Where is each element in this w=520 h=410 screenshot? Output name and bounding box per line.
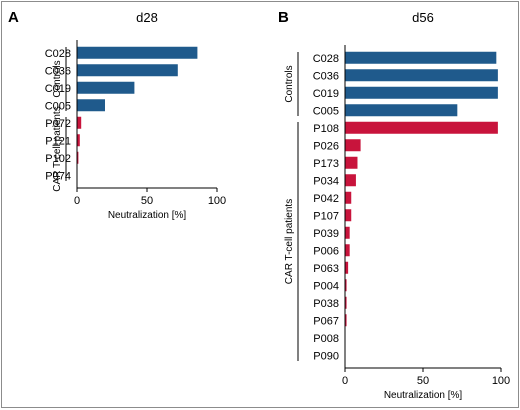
bar xyxy=(345,174,356,187)
bar xyxy=(77,116,82,129)
bar xyxy=(345,209,352,222)
category-label: P063 xyxy=(313,263,339,275)
bar xyxy=(345,261,349,274)
x-tick-label: 50 xyxy=(417,375,429,387)
category-label: P039 xyxy=(313,228,339,240)
chart-title: d56 xyxy=(412,10,434,25)
x-axis-label: Neutralization [%] xyxy=(108,210,187,221)
group-label: Controls xyxy=(52,60,63,97)
x-tick-label: 50 xyxy=(141,195,153,207)
group-label: CAR T-cell patients xyxy=(284,199,295,284)
category-label: P038 xyxy=(313,298,339,310)
category-label: P121 xyxy=(45,135,71,147)
category-label: C019 xyxy=(45,83,71,95)
chart-title: d28 xyxy=(136,10,158,25)
category-label: P006 xyxy=(313,245,339,257)
category-label: P074 xyxy=(45,170,71,182)
category-label: P042 xyxy=(313,193,339,205)
bar xyxy=(345,69,498,82)
category-label: C028 xyxy=(313,53,339,65)
bar xyxy=(345,226,350,239)
category-label: P090 xyxy=(313,350,339,362)
bar xyxy=(345,296,347,309)
panel-letter: B xyxy=(278,9,289,26)
bar xyxy=(77,99,105,112)
category-label: C019 xyxy=(313,88,339,100)
category-label: P067 xyxy=(313,315,339,327)
category-label: P004 xyxy=(313,280,339,292)
x-axis-label: Neutralization [%] xyxy=(384,390,463,401)
bar xyxy=(77,81,135,94)
bar xyxy=(345,156,358,169)
panel-letter: A xyxy=(8,9,19,26)
category-label: P107 xyxy=(313,210,339,222)
category-label: P102 xyxy=(45,153,71,165)
bar xyxy=(77,64,178,77)
category-label: C036 xyxy=(45,65,71,77)
category-label: C036 xyxy=(313,70,339,82)
bar xyxy=(345,86,498,99)
x-tick-label: 100 xyxy=(208,195,226,207)
bar xyxy=(77,134,80,147)
bar xyxy=(345,121,498,134)
category-label: C005 xyxy=(45,100,71,112)
category-label: P173 xyxy=(313,158,339,170)
category-label: P008 xyxy=(313,333,339,345)
bar xyxy=(77,46,198,59)
bar xyxy=(345,314,347,327)
category-label: P034 xyxy=(313,175,339,187)
group-label: CAR T-cell patients xyxy=(52,106,63,191)
bar xyxy=(345,104,458,117)
category-label: C005 xyxy=(313,105,339,117)
bar xyxy=(345,279,347,292)
bar xyxy=(345,191,352,204)
category-label: C028 xyxy=(45,48,71,60)
group-label: Controls xyxy=(284,65,295,102)
x-tick-label: 0 xyxy=(74,195,80,207)
category-label: P108 xyxy=(313,123,339,135)
category-label: P072 xyxy=(45,118,71,130)
x-tick-label: 0 xyxy=(342,375,348,387)
bar xyxy=(77,151,79,164)
bar xyxy=(345,51,497,64)
bar xyxy=(345,139,361,152)
x-tick-label: 100 xyxy=(492,375,510,387)
bar xyxy=(345,244,350,257)
category-label: P026 xyxy=(313,140,339,152)
